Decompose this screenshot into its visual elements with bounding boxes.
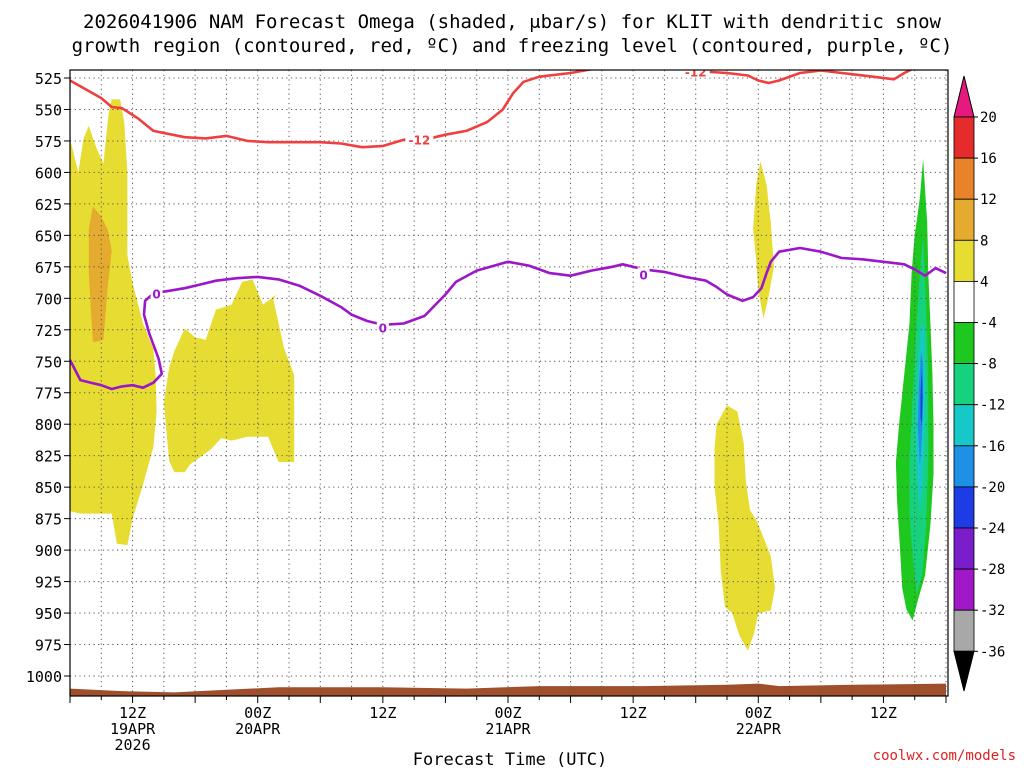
freezing-contour-label-bg	[376, 320, 389, 334]
colorbar-bottom-arrow	[953, 650, 975, 692]
colorbar-label: -24	[980, 521, 1005, 537]
plot-area: -12 -12 0 0 0	[69, 66, 949, 697]
x-tick-label: 00Z	[494, 704, 521, 722]
omega-region-2	[88, 206, 112, 343]
y-tick-label: 825	[35, 448, 62, 466]
omega-region-3	[753, 161, 774, 319]
freezing-contour-label: 0	[639, 268, 647, 282]
freezing-contour-label-bg	[637, 267, 650, 281]
omega-region-0	[70, 99, 157, 546]
y-tick-label: 775	[35, 385, 62, 403]
dendritic-contour-label-bg	[681, 70, 710, 78]
y-tick-label: 675	[35, 259, 62, 277]
x-tick-label: 2026	[115, 736, 151, 754]
x-tick-label: 12Z	[369, 704, 396, 722]
colorbar-label: 8	[980, 233, 988, 249]
dendritic-contour-line	[70, 70, 914, 149]
chart-title-line2: growth region (contoured, red, ºC) and f…	[72, 35, 953, 57]
colorbar-segment	[953, 527, 975, 570]
colorbar-segment	[953, 445, 975, 488]
colorbar-segment	[953, 363, 975, 406]
y-tick-label: 975	[35, 637, 62, 655]
colorbar: 20 16 12 8 4 -4 -8 -12 -16 -20 -24 -28 -32 -36	[953, 75, 1005, 692]
colorbar-label: -28	[980, 562, 1005, 578]
x-tick-label: 22APR	[736, 720, 782, 738]
colorbar-label: -12	[980, 398, 1005, 414]
y-tick-label: 725	[35, 322, 62, 340]
colorbar-top-arrow	[953, 75, 975, 118]
y-tick-label: 950	[35, 605, 62, 623]
colorbar-label: 12	[980, 192, 997, 208]
x-tick-label: 00Z	[745, 704, 772, 722]
colorbar-label: -8	[980, 357, 997, 373]
y-tick-label: 925	[35, 574, 62, 592]
colorbar-segment	[953, 157, 975, 200]
credit-text: coolwx.com/models	[873, 748, 1016, 764]
y-tick-label: 800	[35, 416, 62, 434]
colorbar-label: 20	[980, 110, 997, 126]
colorbar-label: -32	[980, 603, 1005, 619]
y-tick-label: 900	[35, 542, 62, 560]
y-tick-label: 625	[35, 196, 62, 214]
x-tick-label: 21APR	[485, 720, 531, 738]
dendritic-contour-label: -12	[409, 134, 431, 148]
colorbar-segment	[953, 486, 975, 529]
x-tick-label: 12Z	[870, 704, 897, 722]
freezing-contour-label: 0	[152, 287, 160, 301]
y-tick-label: 850	[35, 479, 62, 497]
x-axis-title: Forecast Time (UTC)	[413, 750, 607, 768]
y-tick-label: 750	[35, 353, 62, 371]
freezing-contour-line	[70, 246, 947, 391]
freezing-contour-label: 0	[379, 321, 387, 335]
y-tick-label: 1000	[26, 668, 62, 686]
plot-content: -12 -12 0 0 0	[70, 66, 948, 696]
colorbar-label: 4	[980, 274, 988, 290]
y-tick-label: 525	[35, 70, 62, 88]
y-axis-ticks: 525 550 575 600 625 650 675 700 725 750 775 800 825 8…	[26, 70, 70, 686]
colorbar-segment	[953, 280, 975, 323]
x-tick-label: 00Z	[244, 704, 271, 722]
colorbar-segment	[953, 404, 975, 447]
x-tick-label: 20APR	[235, 720, 281, 738]
colorbar-label: -36	[980, 644, 1005, 660]
x-tick-label: 12Z	[620, 704, 647, 722]
colorbar-segment	[953, 609, 975, 652]
dendritic-contour-label-bg	[405, 132, 434, 146]
colorbar-label: -4	[980, 316, 997, 332]
freezing-contour-label-bg	[150, 286, 163, 300]
x-tick-label: 12Z	[119, 704, 146, 722]
colorbar-label: 16	[980, 151, 997, 167]
colorbar-segment	[953, 116, 975, 159]
y-tick-label: 550	[35, 101, 62, 119]
colorbar-segment	[953, 568, 975, 611]
omega-region-9	[920, 367, 923, 425]
colorbar-segment	[953, 198, 975, 241]
y-tick-label: 875	[35, 511, 62, 529]
omega-region-4	[714, 405, 775, 651]
colorbar-segment	[953, 239, 975, 282]
colorbar-label: -16	[980, 439, 1005, 455]
y-tick-label: 650	[35, 227, 62, 245]
x-tick-label: 19APR	[110, 720, 156, 738]
colorbar-label: -20	[980, 480, 1005, 496]
y-tick-label: 575	[35, 133, 62, 151]
y-tick-label: 600	[35, 164, 62, 182]
plot-frame	[69, 69, 949, 697]
chart-title-line1: 2026041906 NAM Forecast Omega (shaded, μ…	[83, 11, 941, 33]
dendritic-contour-label: -12	[685, 66, 707, 80]
y-tick-label: 700	[35, 290, 62, 308]
colorbar-segment	[953, 322, 975, 364]
omega-region-1	[163, 279, 295, 473]
